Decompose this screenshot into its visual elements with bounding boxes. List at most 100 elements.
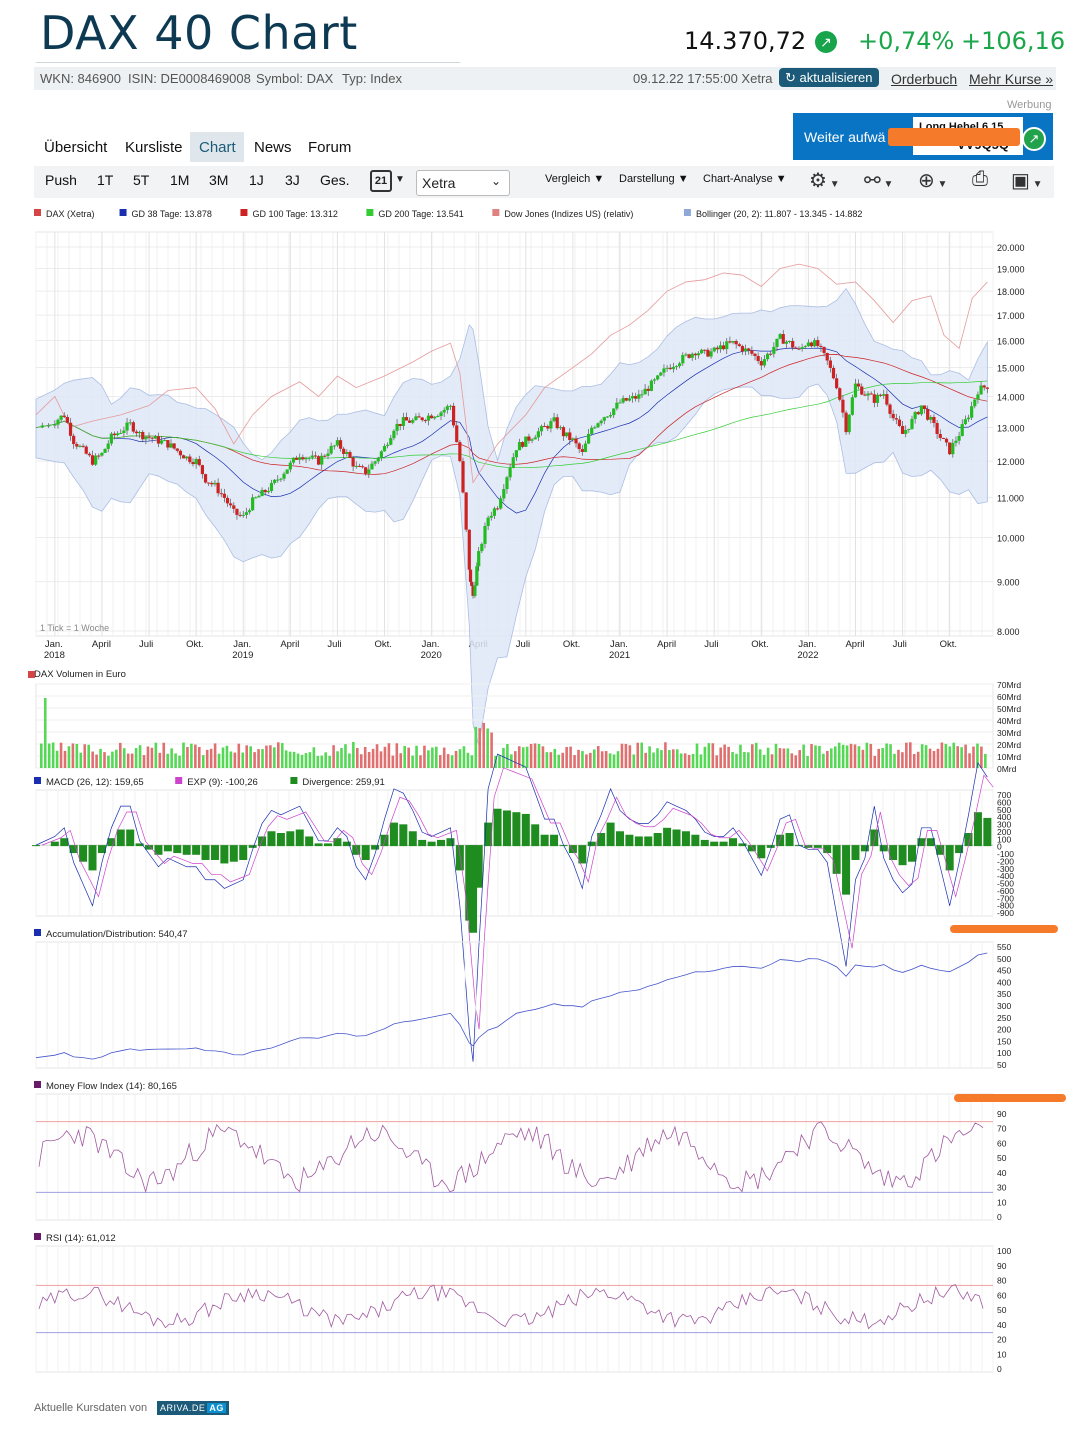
legend-swatch — [34, 929, 41, 936]
refresh-button[interactable]: ↻ aktualisieren — [779, 68, 879, 87]
y-tick-label: 50 — [997, 1060, 1007, 1070]
print-icon[interactable]: ⎙ — [972, 168, 988, 190]
legend-swatch — [366, 209, 374, 216]
volume-bar — [616, 751, 620, 768]
range-1t[interactable]: 1T — [97, 172, 114, 188]
candle-body — [772, 346, 776, 354]
volume-bar — [395, 743, 399, 768]
volume-bar — [344, 744, 347, 768]
volume-bar — [462, 746, 466, 768]
ad-text[interactable]: Weiter aufwä — [804, 129, 886, 145]
candle-body — [558, 427, 562, 429]
display-menu[interactable]: Darstellung ▼ — [619, 173, 689, 185]
tab-chart[interactable]: Chart — [199, 139, 236, 156]
candle-body — [188, 456, 192, 463]
candle-body — [235, 508, 239, 515]
compare-menu[interactable]: Vergleich ▼ — [545, 173, 605, 185]
arrow-up-right-icon[interactable]: ↗ — [1022, 127, 1046, 151]
arrow-up-right-icon: ↗ — [815, 31, 837, 53]
divergence-bar — [399, 824, 408, 847]
network-icon[interactable]: ⚯ ▼ — [864, 170, 894, 192]
range-3j[interactable]: 3J — [285, 172, 300, 188]
candle-body — [131, 422, 135, 432]
divergence-bar — [973, 812, 982, 847]
candle-body — [904, 430, 908, 434]
y-tick-label: 200 — [997, 827, 1011, 837]
candle-body — [718, 345, 723, 350]
volume-bar — [814, 745, 817, 768]
legend-label: Divergence: 259,91 — [302, 777, 384, 788]
divergence-bar — [531, 824, 540, 847]
tab-overview[interactable]: Übersicht — [44, 139, 108, 156]
orderbook-link[interactable]: Orderbuch — [891, 71, 958, 87]
volume-bar — [205, 749, 209, 768]
candle-body — [461, 461, 465, 493]
y-tick-label: 500 — [997, 805, 1011, 815]
provider-logo[interactable]: ARIVA.DE AG — [157, 1401, 229, 1415]
volume-bar — [533, 743, 537, 768]
tab-price-list[interactable]: Kursliste — [125, 139, 183, 156]
volume-bar — [747, 752, 750, 768]
volume-bar — [261, 749, 264, 768]
gear-icon[interactable]: ⚙ ▼ — [809, 170, 840, 192]
divergence-bar — [333, 838, 342, 847]
divergence-bar — [427, 841, 436, 847]
volume-bar — [324, 752, 327, 768]
calendar-icon[interactable]: 21 — [370, 170, 392, 192]
volume-bar — [450, 755, 454, 768]
range-3m[interactable]: 3M — [209, 172, 229, 188]
range-total[interactable]: Ges. — [320, 172, 350, 188]
zoom-in-icon[interactable]: ⊕ ▼ — [918, 170, 948, 192]
volume-bar — [928, 748, 932, 768]
volume-bar — [944, 743, 948, 768]
candle-body — [787, 340, 792, 342]
candle-body — [800, 347, 804, 349]
volume-bar — [837, 742, 841, 768]
candle-body — [492, 508, 497, 516]
volume-bar — [581, 751, 584, 768]
range-1j[interactable]: 1J — [249, 172, 264, 188]
volume-bar — [320, 755, 324, 768]
legend-label: Money Flow Index (14): 80,165 — [46, 1081, 177, 1092]
y-tick-label: 90 — [997, 1109, 1007, 1119]
volume-bar — [454, 750, 458, 768]
volume-bar — [529, 743, 533, 768]
y-tick-label: -100 — [997, 849, 1014, 859]
candle-body — [530, 439, 534, 441]
chevron-down-icon[interactable]: ▼ — [395, 174, 405, 185]
range-1m[interactable]: 1M — [170, 172, 190, 188]
candle-body — [332, 445, 336, 447]
y-tick-label: 450 — [997, 966, 1011, 976]
candle-body — [963, 419, 967, 425]
candle-body — [197, 459, 201, 466]
y-tick-label: -300 — [997, 864, 1014, 874]
more-quotes-link[interactable]: Mehr Kurse » — [969, 71, 1054, 87]
candle-body — [731, 341, 735, 343]
candle-body — [116, 433, 120, 436]
y-tick-label: 40 — [997, 1168, 1007, 1178]
volume-bar — [225, 745, 229, 768]
tab-forum[interactable]: Forum — [308, 139, 352, 156]
candle-body — [338, 440, 343, 449]
candle-body — [897, 419, 902, 426]
analysis-menu[interactable]: Chart-Analyse ▼ — [703, 173, 787, 185]
volume-bar — [43, 698, 47, 768]
exchange-select[interactable]: Xetra ⌄ — [416, 170, 510, 196]
divergence-bar — [879, 845, 888, 852]
tab-news[interactable]: News — [254, 139, 292, 156]
save-icon[interactable]: ▣ ▼ — [1011, 170, 1043, 192]
volume-bar — [411, 755, 414, 768]
legend-swatch — [34, 1081, 41, 1088]
candle-body — [166, 440, 170, 448]
volume-bar — [249, 746, 252, 768]
range-push[interactable]: Push — [45, 172, 77, 188]
candle-body — [552, 417, 556, 422]
volume-bar — [537, 743, 541, 768]
candle-body — [605, 416, 610, 418]
divergence-bar — [644, 836, 653, 847]
volume-bar — [367, 751, 371, 768]
y-tick-label: 10 — [997, 1349, 1007, 1359]
volume-bar — [466, 752, 470, 768]
candle-body — [747, 348, 751, 351]
range-5t[interactable]: 5T — [133, 172, 150, 188]
